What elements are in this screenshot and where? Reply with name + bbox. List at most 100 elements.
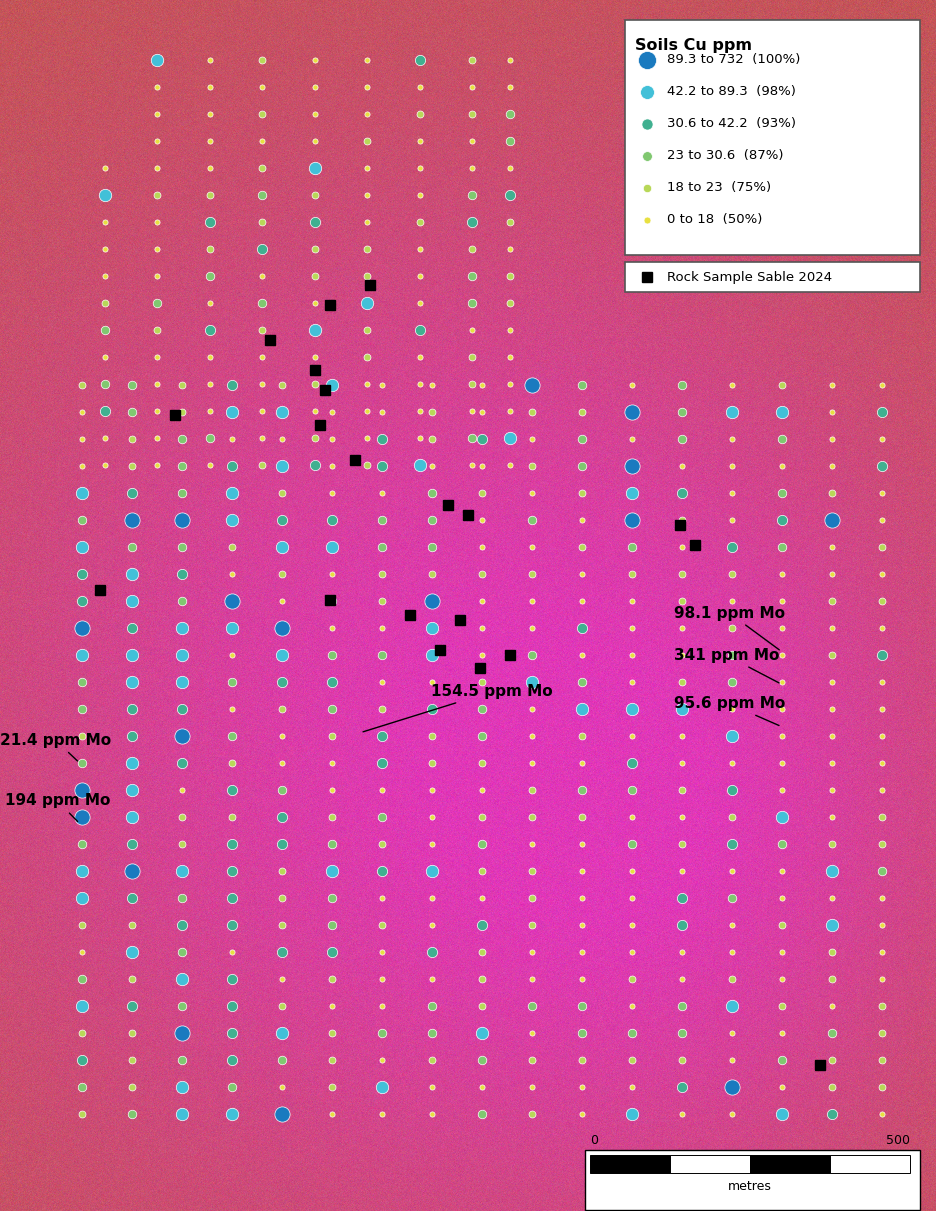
Point [274,808,289,827]
Point [359,159,374,178]
Point [97,455,112,475]
Point [724,942,739,962]
Point [150,348,165,367]
Point [675,672,690,691]
Point [174,1104,189,1124]
Point [675,808,690,827]
Point [274,780,289,799]
Point [374,483,389,503]
Point [359,131,374,150]
Point [825,997,840,1016]
Point [274,699,289,718]
Point [874,997,889,1016]
Point [274,753,289,773]
Point [724,591,739,610]
Point [325,483,340,503]
Point [624,375,639,395]
Point [503,131,518,150]
Point [174,889,189,908]
Point [124,861,139,880]
Point [874,430,889,449]
Point [255,321,270,340]
Point [874,699,889,718]
Point [225,969,240,988]
Point [724,564,739,584]
Point [75,1050,90,1069]
Point [675,1078,690,1097]
Point [124,457,139,476]
Point [425,510,440,529]
Point [325,699,340,718]
Text: metres: metres [728,1180,772,1193]
Point [325,969,340,988]
Point [225,727,240,746]
Point [225,808,240,827]
Point [774,997,789,1016]
Point [524,483,539,503]
Point [464,321,479,340]
Point [325,510,340,529]
Point [374,375,389,395]
Point [774,699,789,718]
Point [150,185,165,205]
Point [255,78,270,97]
Point [575,619,590,638]
Point [413,185,428,205]
Point [624,510,639,529]
Point [425,699,440,718]
Point [255,212,270,231]
Point [359,51,374,70]
Point [359,374,374,394]
Point [575,1050,590,1069]
Point [724,457,739,476]
Point [524,969,539,988]
Point [359,455,374,475]
Text: 21.4 ppm Mo: 21.4 ppm Mo [0,733,111,761]
Point [97,159,112,178]
Point [359,266,374,286]
Point [503,266,518,286]
Point [524,699,539,718]
Point [425,672,440,691]
Point [874,457,889,476]
Point [825,483,840,503]
Point [75,889,90,908]
Point [774,834,789,854]
Point [503,374,518,394]
Point [202,348,217,367]
Point [413,455,428,475]
Point [202,293,217,312]
Point [150,401,165,420]
Point [464,51,479,70]
Point [75,699,90,718]
Point [174,591,189,610]
Point [374,808,389,827]
Point [413,78,428,97]
Point [675,483,690,503]
Point [124,808,139,827]
Point [475,538,490,557]
Point [825,699,840,718]
Point [75,538,90,557]
Point [374,699,389,718]
Point [825,1078,840,1097]
Point [724,510,739,529]
Point [825,942,840,962]
Bar [625,21,920,256]
Point [325,942,340,962]
Point [97,212,112,231]
Point [774,591,789,610]
Point [225,538,240,557]
Point [425,564,440,584]
Point [202,455,217,475]
Point [724,402,739,421]
Point [225,430,240,449]
Point [274,1023,289,1043]
Point [225,916,240,935]
Point [202,374,217,394]
Point [124,672,139,691]
Point [359,429,374,448]
Point [475,780,490,799]
Text: 95.6 ppm Mo: 95.6 ppm Mo [674,696,785,725]
Point [724,834,739,854]
